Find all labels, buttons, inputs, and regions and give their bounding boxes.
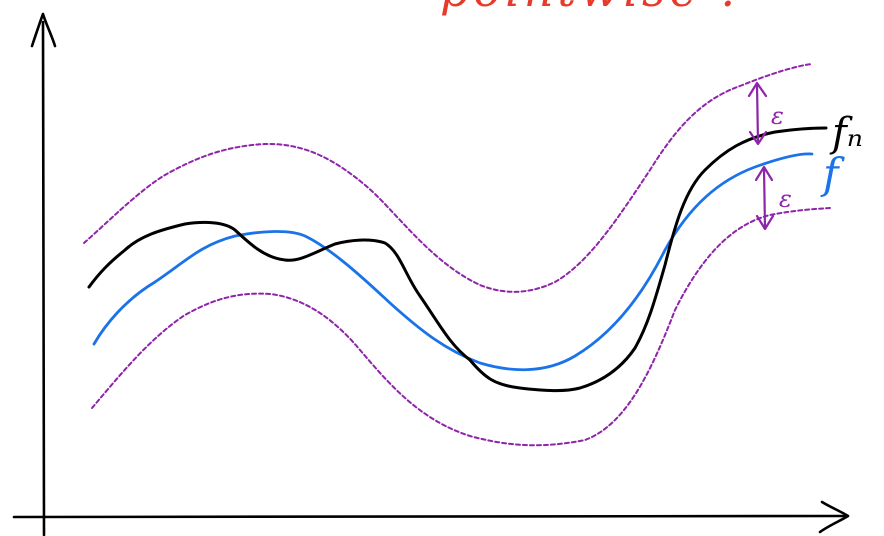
upper-epsilon-arrow — [747, 81, 768, 146]
fn-label: fₙ — [829, 110, 863, 156]
epsilon-lower-label: ε — [779, 185, 792, 213]
lower-band-curve — [91, 207, 831, 447]
fn-curve — [87, 126, 828, 393]
x-axis — [12, 514, 847, 519]
axes — [12, 12, 850, 536]
lower-epsilon-arrow — [754, 165, 775, 231]
epsilon-upper-label: ε — [771, 102, 784, 130]
f-curve — [92, 152, 814, 372]
upper-band-curve — [83, 63, 813, 293]
x-axis-arrowhead — [818, 500, 850, 534]
epsilon-band — [83, 63, 831, 447]
header-note: pointwise ? — [440, 0, 748, 17]
f-label: f — [820, 149, 845, 198]
epsilon-arrows — [747, 81, 775, 231]
y-axis-arrowhead — [30, 12, 57, 48]
y-axis — [41, 20, 46, 536]
